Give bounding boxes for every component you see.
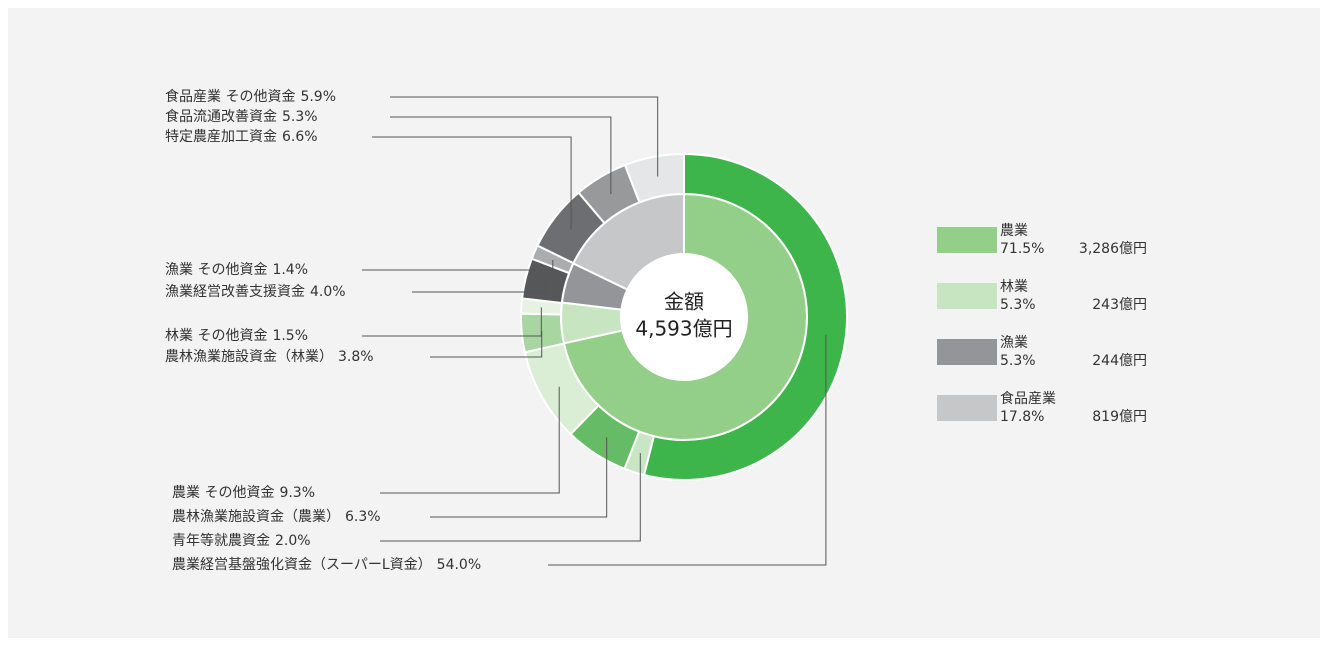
legend-percent: 17.8% — [1000, 409, 1044, 425]
segment-label: 農林漁業施設資金（農業） 6.3% — [172, 509, 381, 525]
segment-label: 特定農産加工資金 6.6% — [165, 129, 318, 145]
leader-line — [362, 307, 542, 337]
segment-value: 9.3% — [279, 485, 315, 501]
leader-line — [412, 282, 546, 293]
leader-line — [390, 96, 659, 177]
legend-amount: 819億円 — [1092, 409, 1147, 425]
center-total: 4,593億円 — [635, 317, 732, 341]
segment-name: 漁業 その他資金 — [165, 262, 267, 278]
segment-value: 3.8% — [338, 349, 374, 365]
segment-name: 農林漁業施設資金（林業） — [165, 349, 333, 365]
segment-name: 農林漁業施設資金（農業） — [172, 509, 340, 525]
leader-line — [548, 334, 827, 566]
segment-label: 農業経営基盤強化資金（スーパーL資金） 54.0% — [172, 556, 481, 573]
segment-name: 食品産業 その他資金 — [165, 88, 295, 105]
segment-label: 林業 その他資金 1.5% — [165, 328, 308, 344]
leader-line — [380, 453, 641, 542]
legend-swatch — [937, 339, 997, 365]
segment-label: 青年等就農資金 2.0% — [172, 532, 311, 549]
outer-segment — [642, 152, 848, 481]
legend-percent: 71.5% — [1000, 241, 1044, 257]
legend-swatch — [937, 395, 997, 421]
segment-name: 農業経営基盤強化資金（スーパーL資金） — [172, 556, 432, 573]
segment-value: 1.5% — [272, 328, 308, 344]
leader-line — [372, 136, 572, 230]
segment-value: 4.0% — [310, 284, 346, 300]
legend-percent: 5.3% — [1000, 297, 1036, 313]
legend-name: 食品産業 — [1000, 390, 1056, 407]
segment-name: 林業 その他資金 — [165, 328, 267, 344]
legend-amount: 3,286億円 — [1079, 241, 1147, 257]
center-title: 金額 — [664, 290, 704, 314]
segment-name: 漁業経営改善支援資金 — [165, 284, 305, 300]
legend-amount: 243億円 — [1092, 297, 1147, 313]
segment-name: 特定農産加工資金 — [165, 129, 277, 145]
segment-label: 農業 その他資金 9.3% — [172, 485, 315, 501]
segment-value: 5.9% — [300, 89, 336, 105]
segment-label: 漁業 その他資金 1.4% — [165, 262, 308, 278]
segment-name: 青年等就農資金 — [172, 532, 270, 549]
leader-line — [380, 386, 560, 494]
segment-label: 食品流通改善資金 5.3% — [165, 108, 318, 125]
center-hole — [621, 254, 747, 380]
leader-line — [430, 331, 543, 358]
segment-name: 食品流通改善資金 — [165, 108, 277, 125]
segment-label: 食品産業 その他資金 5.9% — [165, 88, 336, 105]
segment-name: 農業 その他資金 — [172, 485, 274, 501]
legend-percent: 5.3% — [1000, 353, 1036, 369]
legend-amount: 244億円 — [1092, 353, 1147, 369]
segment-value: 54.0% — [437, 557, 481, 573]
legend-name: 農業 — [1000, 223, 1028, 239]
outer-segment — [623, 152, 685, 204]
segment-value: 6.3% — [345, 509, 381, 525]
leader-line — [430, 437, 608, 518]
segment-value: 2.0% — [275, 533, 311, 549]
segment-value: 5.3% — [282, 109, 318, 125]
segment-value: 6.6% — [282, 129, 318, 145]
segment-value: 1.4% — [272, 262, 308, 278]
leader-line — [362, 260, 554, 271]
leader-line — [390, 116, 612, 195]
legend-name: 林業 — [1000, 279, 1028, 295]
legend-swatch — [937, 227, 997, 253]
legend-name: 漁業 — [1000, 335, 1028, 351]
segment-label: 漁業経営改善支援資金 4.0% — [165, 284, 346, 300]
segment-label: 農林漁業施設資金（林業） 3.8% — [165, 349, 374, 365]
legend-swatch — [937, 283, 997, 309]
